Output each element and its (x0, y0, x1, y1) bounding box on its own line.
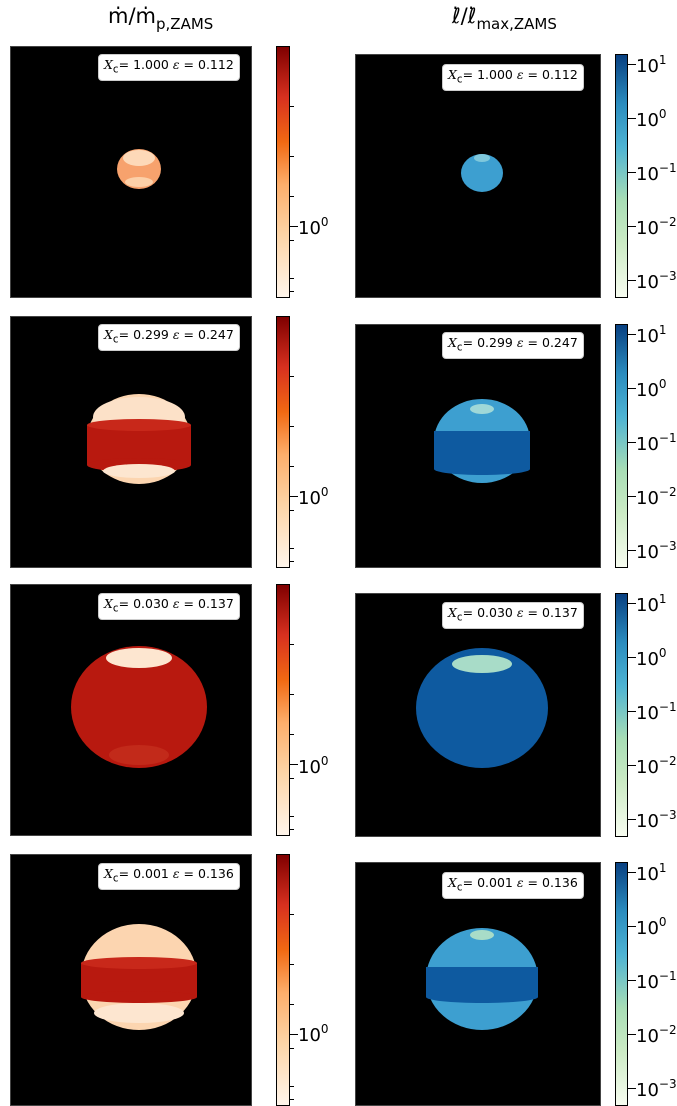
right-colorbar-label-row-4-c: 10−1 (636, 969, 677, 993)
right-star-row-1 (461, 154, 503, 192)
right-colorbar-label-row-4-e: 10−3 (636, 1077, 677, 1101)
left-panel-row-2 (10, 316, 252, 568)
right-colorbar-ticks-row-3 (628, 593, 640, 837)
label-right-row-3: Xc= 0.030 ε = 0.137 (442, 602, 584, 629)
right-colorbar-label-row-1-d: 10−2 (636, 215, 677, 239)
right-colorbar-label-row-3-d: 10−2 (636, 754, 677, 778)
left-column-title: ṁ/ṁp,ZAMS (108, 4, 214, 33)
left-colorbar-ticks-row-3 (290, 584, 302, 836)
right-colorbar-row-1 (615, 54, 628, 298)
right-colorbar-ticks-row-2 (628, 324, 640, 568)
label-right-row-2: Xc= 0.299 ε = 0.247 (442, 332, 584, 359)
label-left-row-3: Xc= 0.030 ε = 0.137 (98, 593, 240, 620)
left-colorbar-ticks-row-1 (290, 46, 302, 298)
right-colorbar-ticks-row-4 (628, 862, 640, 1106)
right-colorbar-label-row-4-b: 100 (636, 915, 667, 939)
right-colorbar-ticks-row-1 (628, 54, 640, 298)
right-star-row-4 (426, 928, 538, 1030)
right-colorbar-label-row-1-b: 100 (636, 107, 667, 131)
left-star-row-1 (117, 149, 161, 189)
label-right-row-4: Xc= 0.001 ε = 0.136 (442, 872, 584, 899)
left-star-row-3 (71, 646, 207, 768)
left-colorbar-ticks-row-4 (290, 854, 302, 1106)
right-colorbar-label-row-2-d: 10−2 (636, 485, 677, 509)
right-colorbar-row-2 (615, 324, 628, 568)
label-right-row-1: Xc= 1.000 ε = 0.112 (442, 64, 584, 91)
left-colorbar-row-2 (276, 316, 290, 568)
right-panel-row-2 (355, 324, 601, 568)
right-colorbar-label-row-2-b: 100 (636, 377, 667, 401)
right-colorbar-label-row-1-e: 10−3 (636, 269, 677, 293)
left-star-row-2 (87, 394, 191, 484)
left-colorbar-ticks-row-2 (290, 316, 302, 568)
left-colorbar-label-row-2: 100 (298, 485, 329, 509)
label-left-row-4: Xc= 0.001 ε = 0.136 (98, 863, 240, 890)
right-panel-row-4 (355, 862, 601, 1106)
left-colorbar-row-1 (276, 46, 290, 298)
right-colorbar-row-3 (615, 593, 628, 837)
left-panel-row-4 (10, 854, 252, 1106)
left-colorbar-label-row-3: 100 (298, 754, 329, 778)
right-colorbar-label-row-3-c: 10−1 (636, 700, 677, 724)
right-colorbar-label-row-4-a: 101 (636, 861, 667, 885)
right-star-row-3 (416, 648, 548, 768)
right-panel-row-1 (355, 54, 601, 298)
left-panel-row-3 (10, 584, 252, 836)
left-colorbar-row-3 (276, 584, 290, 836)
label-left-row-1: Xc= 1.000 ε = 0.112 (98, 54, 240, 81)
right-colorbar-label-row-4-d: 10−2 (636, 1023, 677, 1047)
right-colorbar-label-row-3-b: 100 (636, 646, 667, 670)
right-colorbar-label-row-3-e: 10−3 (636, 808, 677, 832)
right-colorbar-label-row-2-e: 10−3 (636, 539, 677, 563)
right-star-row-2 (434, 399, 530, 483)
left-colorbar-label-row-4: 100 (298, 1022, 329, 1046)
label-left-row-2: Xc= 0.299 ε = 0.247 (98, 324, 240, 351)
right-colorbar-label-row-3-a: 101 (636, 592, 667, 616)
left-colorbar-label-row-1: 100 (298, 215, 329, 239)
left-colorbar-row-4 (276, 854, 290, 1106)
right-colorbar-label-row-1-a: 101 (636, 53, 667, 77)
right-colorbar-label-row-2-c: 10−1 (636, 431, 677, 455)
right-colorbar-label-row-2-a: 101 (636, 323, 667, 347)
right-column-title: ℓ̇/ℓ̇max,ZAMS (452, 4, 557, 33)
right-colorbar-row-4 (615, 862, 628, 1106)
left-star-row-4 (81, 924, 197, 1030)
left-panel-row-1 (10, 46, 252, 298)
right-colorbar-label-row-1-c: 10−1 (636, 161, 677, 185)
right-panel-row-3 (355, 593, 601, 837)
